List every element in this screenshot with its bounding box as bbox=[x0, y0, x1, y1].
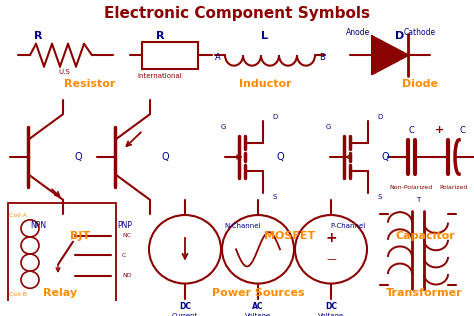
Text: NPN: NPN bbox=[30, 221, 46, 230]
Text: C: C bbox=[459, 126, 465, 135]
Text: Coil B: Coil B bbox=[9, 293, 27, 297]
Text: ND: ND bbox=[122, 273, 132, 278]
Text: D: D bbox=[395, 31, 405, 41]
Polygon shape bbox=[372, 36, 408, 74]
Text: A: A bbox=[215, 52, 221, 62]
Text: Relay: Relay bbox=[43, 288, 77, 298]
Text: B: B bbox=[319, 52, 325, 62]
Text: L: L bbox=[262, 31, 268, 41]
Text: D: D bbox=[377, 114, 383, 120]
Text: Electronic Component Symbols: Electronic Component Symbols bbox=[104, 6, 370, 21]
Text: Polarized: Polarized bbox=[440, 185, 468, 190]
Text: DC: DC bbox=[325, 302, 337, 311]
Text: P-Channel: P-Channel bbox=[330, 222, 365, 228]
Text: Q: Q bbox=[381, 152, 389, 162]
Text: Transformer: Transformer bbox=[386, 288, 462, 298]
Text: Coil A: Coil A bbox=[9, 213, 27, 217]
Text: Q: Q bbox=[74, 152, 82, 162]
Text: Resistor: Resistor bbox=[64, 79, 116, 89]
Bar bbox=[142, 42, 198, 69]
Text: —: — bbox=[326, 254, 336, 264]
Text: BJT: BJT bbox=[70, 231, 90, 241]
Text: Voltage: Voltage bbox=[318, 313, 344, 316]
Text: S: S bbox=[378, 194, 382, 200]
Bar bbox=[8, 203, 116, 308]
Text: C: C bbox=[122, 252, 127, 258]
Text: Inductor: Inductor bbox=[239, 79, 292, 89]
Text: D: D bbox=[273, 114, 278, 120]
Text: DC: DC bbox=[179, 302, 191, 311]
Text: U.S: U.S bbox=[58, 69, 70, 75]
Text: +: + bbox=[325, 231, 337, 245]
Text: R: R bbox=[156, 31, 164, 41]
Text: C: C bbox=[408, 126, 414, 135]
Text: MOSFET: MOSFET bbox=[264, 231, 316, 241]
Text: Anode: Anode bbox=[346, 28, 370, 37]
Text: PNP: PNP bbox=[118, 221, 133, 230]
Text: Non-Polarized: Non-Polarized bbox=[389, 185, 433, 190]
Text: International: International bbox=[137, 73, 182, 79]
Text: Q: Q bbox=[276, 152, 284, 162]
Text: Cathode: Cathode bbox=[404, 28, 436, 37]
Text: Current: Current bbox=[172, 313, 198, 316]
Text: G: G bbox=[220, 124, 226, 130]
Text: G: G bbox=[325, 124, 331, 130]
Text: AC: AC bbox=[252, 302, 264, 311]
Text: T: T bbox=[416, 197, 420, 203]
Text: S: S bbox=[273, 194, 277, 200]
Text: Q: Q bbox=[161, 152, 169, 162]
Text: Capacitor: Capacitor bbox=[395, 231, 455, 241]
Text: Voltage: Voltage bbox=[245, 313, 271, 316]
Text: R: R bbox=[34, 31, 42, 41]
Text: N-Channel: N-Channel bbox=[225, 222, 261, 228]
Text: NC: NC bbox=[122, 234, 131, 239]
Text: Diode: Diode bbox=[402, 79, 438, 89]
Text: +: + bbox=[436, 125, 445, 135]
Text: Power Sources: Power Sources bbox=[212, 288, 304, 298]
